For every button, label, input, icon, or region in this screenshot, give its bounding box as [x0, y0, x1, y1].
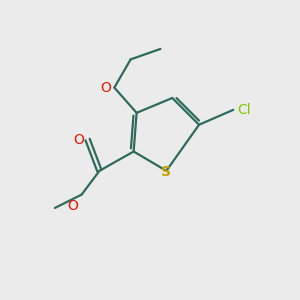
Text: S: S — [161, 165, 171, 179]
Text: Cl: Cl — [237, 103, 250, 117]
Text: O: O — [73, 133, 84, 147]
Text: O: O — [67, 199, 78, 213]
Text: O: O — [100, 81, 111, 94]
